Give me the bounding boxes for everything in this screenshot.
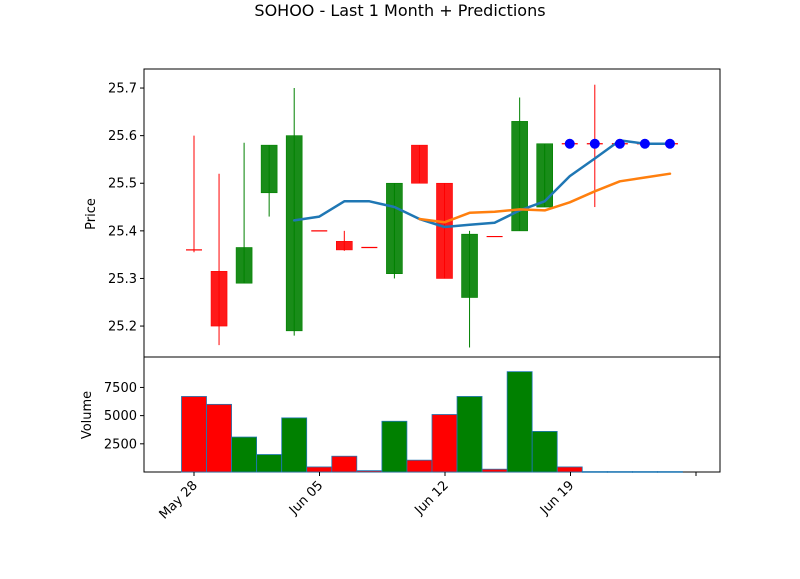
series-line <box>292 139 672 229</box>
x-tick-label: Jun 05 <box>286 478 326 518</box>
volume-bar <box>256 454 283 473</box>
volume-bar <box>431 414 458 473</box>
prediction-marker <box>664 138 675 149</box>
volume-y-tick-label: 5000 <box>104 409 137 424</box>
candle-body <box>436 182 453 279</box>
volume-bar <box>506 371 533 473</box>
candle-body <box>210 271 228 327</box>
x-tick-label: Jun 19 <box>537 478 577 518</box>
volume-bar <box>531 431 558 473</box>
prediction-marker <box>589 138 600 149</box>
volume-bar <box>331 455 358 473</box>
candle-wicks <box>193 84 596 348</box>
volume-bar <box>581 471 608 473</box>
volume-bar <box>181 396 207 473</box>
candle-bodies <box>186 121 678 332</box>
volume-y-axis-label: Volume <box>80 391 95 439</box>
volume-bar <box>231 436 258 473</box>
volume-bar <box>657 471 683 473</box>
volume-bar <box>356 470 383 473</box>
volume-bar <box>481 468 508 473</box>
candle-body <box>411 144 428 184</box>
price-y-tick-label: 25.6 <box>108 129 137 144</box>
candle-body <box>285 135 303 332</box>
x-tick-label: Jun 12 <box>412 478 452 518</box>
series-line <box>418 172 672 224</box>
volume-bar <box>456 396 483 473</box>
price-y-axis-label: Price <box>84 198 99 230</box>
price-y-tick-label: 25.3 <box>108 272 137 287</box>
price-axes-frame <box>143 68 721 358</box>
volume-y-tick-label: 7500 <box>104 381 137 396</box>
volume-y-tick-label: 2500 <box>104 437 137 452</box>
moving-average-lines <box>292 139 672 229</box>
volume-bar <box>406 459 433 473</box>
candle-body <box>536 143 554 208</box>
volume-bar <box>381 420 408 473</box>
volume-bar <box>206 403 232 473</box>
prediction-marker <box>639 138 650 149</box>
chart-title: SOHOO - Last 1 Month + Predictions <box>254 1 545 20</box>
volume-bar <box>281 417 308 473</box>
price-y-tick-label: 25.7 <box>108 82 137 97</box>
volume-bar <box>306 466 333 473</box>
price-y-tick-label: 25.4 <box>108 224 137 239</box>
candle-body <box>335 241 353 251</box>
price-y-tick-label: 25.2 <box>108 320 137 335</box>
volume-bar <box>632 471 658 473</box>
prediction-markers <box>564 138 675 149</box>
volume-bar <box>556 466 583 473</box>
x-tick-label: May 28 <box>157 478 201 522</box>
prediction-marker <box>564 138 575 149</box>
candle-body <box>461 233 478 298</box>
candle-body <box>511 121 528 232</box>
candle-body <box>235 247 253 284</box>
prediction-marker <box>614 138 625 149</box>
volume-bars <box>181 371 683 473</box>
candle-body <box>386 182 403 274</box>
candle-body <box>260 144 278 194</box>
volume-bar <box>606 471 633 473</box>
price-y-tick-label: 25.5 <box>108 177 137 192</box>
